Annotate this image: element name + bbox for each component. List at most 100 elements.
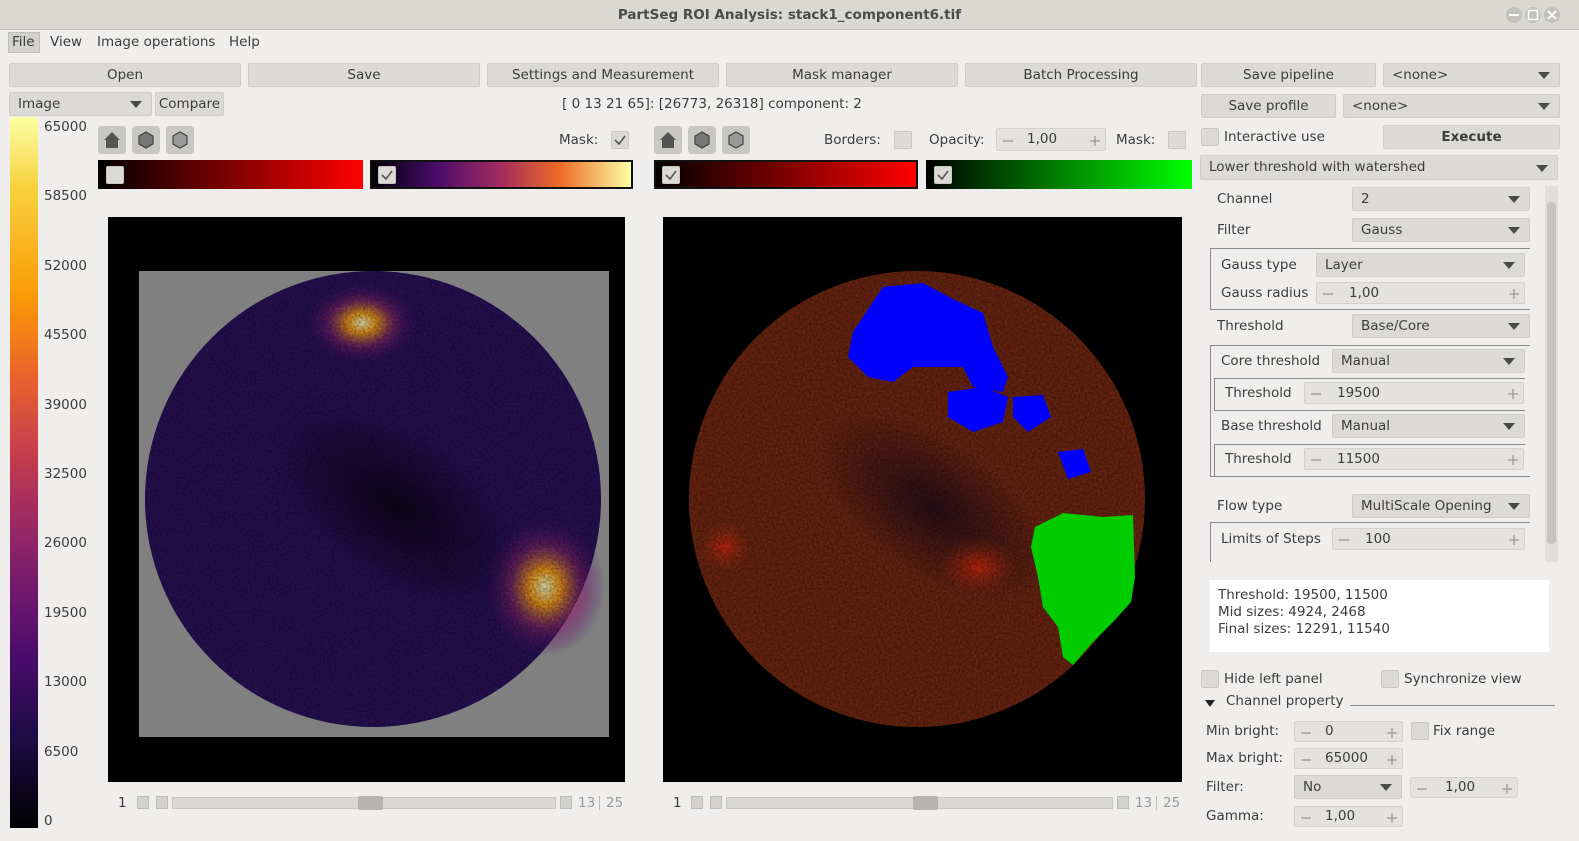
- button[interactable]: Settings and Measurement: [487, 63, 719, 87]
- plus: [1502, 783, 1512, 794]
- dropdown-arrow-part: [1508, 196, 1520, 203]
- check-mark: [381, 170, 393, 181]
- button[interactable]: Execute: [1383, 125, 1560, 149]
- combo-box[interactable]: Base/Core: [1352, 314, 1530, 338]
- label: Opacity:: [929, 132, 985, 148]
- label: Mask:: [559, 132, 599, 148]
- button[interactable]: Mask manager: [726, 63, 958, 87]
- checkbox[interactable]: [1201, 670, 1219, 688]
- dropdown-arrow: [130, 101, 142, 108]
- channel-bar[interactable]: [98, 160, 363, 189]
- dropdown-arrow-part: [1503, 423, 1515, 430]
- window-controls[interactable]: [1500, 0, 1570, 30]
- view-tool[interactable]: [132, 126, 160, 154]
- spin-box[interactable]: 65000: [1294, 748, 1403, 769]
- plus-part: [1508, 455, 1518, 465]
- button[interactable]: Save pipeline: [1201, 63, 1376, 87]
- dropdown-arrow-part: [1508, 503, 1520, 510]
- button[interactable]: Batch Processing: [965, 63, 1197, 87]
- icon: [1509, 14, 1519, 16]
- colorbar-tick: 52000: [44, 257, 87, 274]
- button[interactable]: Open: [9, 63, 241, 87]
- slider-handle[interactable]: [358, 796, 383, 810]
- maximize[interactable]: [1525, 7, 1541, 23]
- slider-handle[interactable]: [913, 796, 938, 810]
- spin-box[interactable]: 100: [1332, 528, 1525, 550]
- checkbox[interactable]: [1168, 131, 1186, 149]
- dropdown-arrow-part: [1503, 262, 1515, 269]
- view-tool[interactable]: [688, 126, 716, 154]
- right-image[interactable]: [663, 217, 1182, 782]
- group-frame: [1210, 248, 1530, 310]
- tool-icon: [172, 131, 188, 149]
- checkbox[interactable]: [611, 131, 629, 149]
- spin-box[interactable]: 1,00: [1316, 282, 1525, 304]
- combo-box[interactable]: MultiScale Opening: [1352, 494, 1530, 518]
- combo-box[interactable]: No: [1294, 775, 1402, 799]
- expand-arrow: [1205, 700, 1215, 707]
- checkbox[interactable]: [106, 166, 124, 184]
- spin-box[interactable]: 1,00: [996, 128, 1106, 151]
- dropdown-arrow-part: [1380, 784, 1392, 791]
- dropdown-arrow: [1503, 262, 1515, 269]
- plus-part: [1508, 389, 1518, 399]
- spin-box[interactable]: 0: [1294, 721, 1403, 742]
- menu-item[interactable]: View: [50, 34, 83, 50]
- left-image[interactable]: [108, 217, 625, 782]
- slider-button[interactable]: [710, 796, 722, 809]
- menu-item[interactable]: File: [12, 34, 35, 50]
- label: Threshold: [1225, 451, 1292, 467]
- spin-box[interactable]: 11500: [1304, 448, 1524, 470]
- combo-box[interactable]: Lower threshold with watershed: [1200, 155, 1558, 180]
- combo-box[interactable]: <none>: [1383, 63, 1560, 87]
- view-tool[interactable]: [98, 126, 126, 154]
- checkbox[interactable]: [1201, 128, 1219, 146]
- button[interactable]: Save profile: [1201, 94, 1336, 118]
- spin-box[interactable]: 19500: [1304, 382, 1524, 404]
- channel-bar[interactable]: [370, 160, 633, 189]
- view-tool[interactable]: [722, 126, 750, 154]
- checkbox[interactable]: [1411, 722, 1429, 740]
- slider-button[interactable]: [1117, 796, 1129, 809]
- spin-box[interactable]: 1,00: [1294, 806, 1403, 827]
- icon: [1527, 9, 1539, 21]
- channel-bar[interactable]: [926, 160, 1192, 189]
- slider-button[interactable]: [560, 796, 572, 809]
- minus: [1339, 539, 1349, 541]
- combo-box[interactable]: <none>: [1343, 94, 1560, 118]
- combo-box[interactable]: Manual: [1332, 414, 1525, 438]
- window-title: PartSeg ROI Analysis: stack1_component6.…: [617, 7, 962, 23]
- checkbox[interactable]: [934, 166, 952, 184]
- spin-box[interactable]: 1,00: [1410, 777, 1518, 798]
- menu-item[interactable]: Image operations: [97, 34, 216, 50]
- combo-box[interactable]: Gauss: [1352, 218, 1530, 242]
- slider-button[interactable]: [137, 796, 149, 809]
- label: Min bright:: [1206, 723, 1280, 739]
- slider-button[interactable]: [691, 796, 703, 809]
- checkbox[interactable]: [894, 131, 912, 149]
- combo-box[interactable]: Manual: [1332, 349, 1525, 373]
- status: [ 0 13 21 65]: [26773, 26318] component:…: [562, 96, 862, 112]
- checkbox[interactable]: [1381, 670, 1399, 688]
- combo-box[interactable]: 2: [1352, 187, 1530, 211]
- checkbox[interactable]: [378, 166, 396, 184]
- colorbar-tick: 32500: [44, 466, 87, 482]
- colorbar-tick: 0: [44, 813, 53, 829]
- combo-box[interactable]: Layer: [1316, 253, 1525, 277]
- tool-icon: [660, 132, 676, 148]
- separator: [1350, 705, 1555, 706]
- separator: [1156, 796, 1157, 810]
- dropdown-arrow: [1536, 164, 1548, 172]
- tool-icon: [694, 131, 710, 149]
- checkbox[interactable]: [662, 166, 680, 184]
- channel-bar[interactable]: [654, 160, 918, 189]
- combo-box[interactable]: Image: [9, 92, 152, 116]
- menu-item[interactable]: Help: [229, 34, 260, 50]
- label: Max bright:: [1206, 750, 1284, 766]
- view-tool[interactable]: [166, 126, 194, 154]
- button[interactable]: Save: [248, 63, 480, 87]
- view-tool[interactable]: [654, 126, 682, 154]
- slider-button[interactable]: [156, 796, 168, 809]
- button[interactable]: Compare: [155, 92, 224, 116]
- scroll-thumb[interactable]: [1547, 202, 1556, 544]
